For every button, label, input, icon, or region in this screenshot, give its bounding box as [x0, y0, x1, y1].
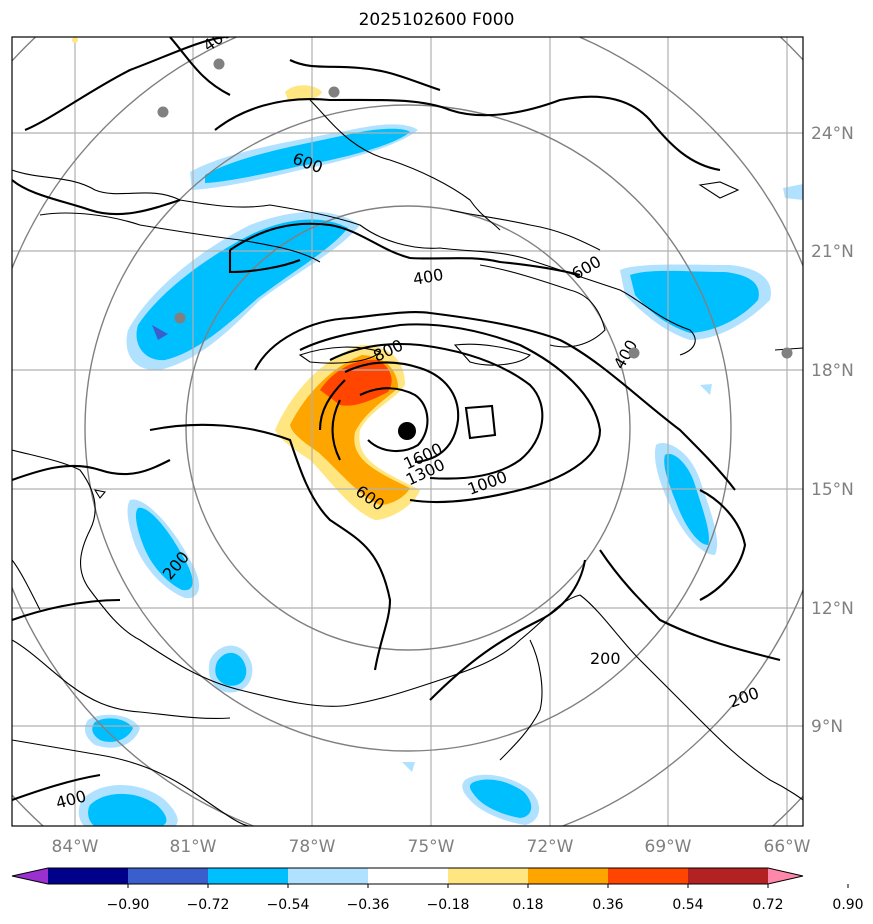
lon-tick-label: 66°W: [764, 837, 811, 857]
graticule: [12, 37, 803, 826]
longitude-ticks: 84°W 81°W 78°W 75°W 72°W 69°W 66°W: [52, 837, 811, 857]
colorbar-swatch: [48, 868, 129, 884]
colorbar-tick-label: 0.18: [512, 897, 543, 913]
lat-tick-label: 24°N: [811, 124, 854, 144]
colorbar-swatch: [288, 868, 369, 884]
contour-label: 400: [412, 265, 445, 289]
colorbar-tick-label: −0.54: [267, 897, 310, 913]
map-frame: [11, 36, 804, 827]
storm-center-marker: [398, 422, 416, 440]
colorbar-swatch: [128, 868, 209, 884]
colorbar-swatch: [368, 868, 449, 884]
lat-tick-label: 21°N: [811, 242, 854, 262]
lat-tick-label: 9°N: [811, 717, 843, 737]
contours: [12, 37, 781, 801]
lon-tick-label: 69°W: [645, 837, 692, 857]
coastlines: [12, 99, 803, 826]
colorbar-swatch: [448, 868, 529, 884]
colorbar-tick-label: 0.54: [672, 897, 703, 913]
colorbar-swatch: [688, 868, 769, 884]
latitude-ticks: 24°N 21°N 18°N 15°N 12°N 9°N: [811, 124, 854, 737]
colorbar-swatch: [208, 868, 289, 884]
station-markers: [72, 37, 793, 359]
lon-tick-label: 78°W: [289, 837, 336, 857]
colorbar-tick-label: 0.72: [752, 897, 783, 913]
colorbar-swatch: [768, 868, 803, 884]
contour-label: 200: [590, 649, 621, 668]
colorbar-tick-label: −0.36: [347, 897, 390, 913]
lon-tick-label: 75°W: [408, 837, 455, 857]
colorbar-tick-label: 0.90: [832, 897, 863, 913]
colorbar-swatch: [608, 868, 689, 884]
colorbar-tick-label: −0.90: [107, 897, 150, 913]
lon-tick-label: 72°W: [527, 837, 574, 857]
colorbar-swatch: [12, 868, 48, 884]
lat-tick-label: 15°N: [811, 480, 854, 500]
map-title: 2025102600 F000: [358, 10, 515, 30]
negative-shading: [78, 124, 803, 826]
contour-label: 200: [726, 683, 761, 711]
colorbar-swatch: [528, 868, 609, 884]
contour-labels: 400 600 600 400 800 1600 1300 1000 600 2…: [54, 22, 762, 813]
colorbar-tick-label: 0.36: [592, 897, 623, 913]
colorbar-tick-label: −0.72: [187, 897, 230, 913]
contour-label: 400: [199, 22, 235, 55]
lon-tick-label: 84°W: [52, 837, 99, 857]
colorbar: −0.90 −0.72 −0.54 −0.36 −0.18 0.18 0.36 0.54 0.7…: [11, 867, 864, 913]
colorbar-tick-label: −0.18: [427, 897, 470, 913]
lat-tick-label: 18°N: [811, 361, 854, 381]
lon-tick-label: 81°W: [170, 837, 217, 857]
lat-tick-label: 12°N: [811, 599, 854, 619]
